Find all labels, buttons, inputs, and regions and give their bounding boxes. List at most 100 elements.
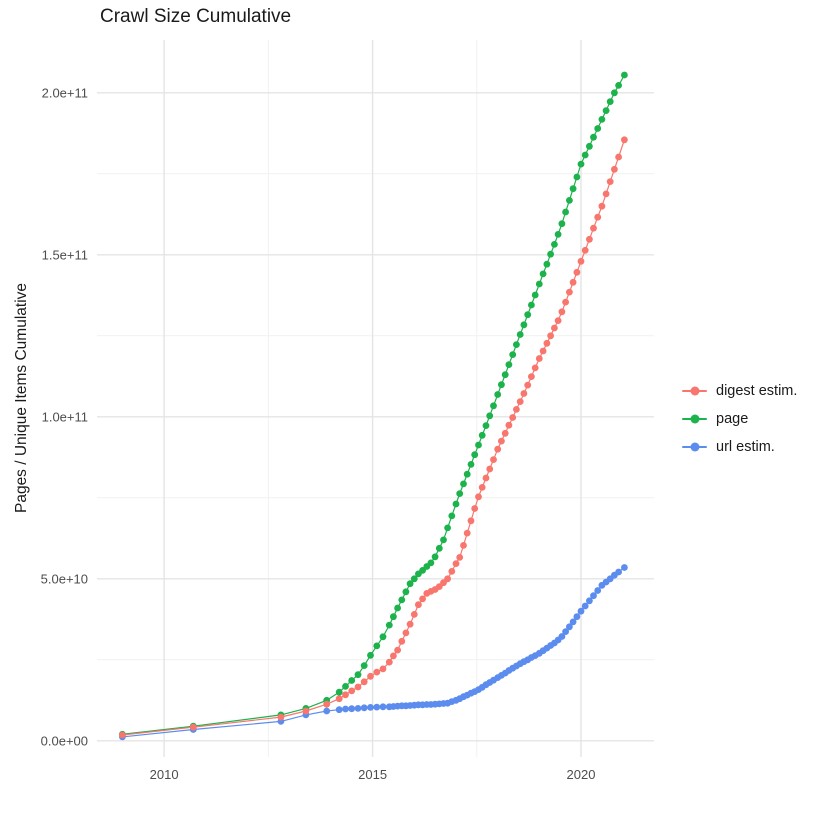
data-point bbox=[354, 683, 362, 691]
data-point bbox=[621, 564, 628, 571]
data-point bbox=[431, 553, 439, 561]
data-point bbox=[590, 224, 597, 232]
data-point bbox=[475, 493, 482, 501]
data-point bbox=[373, 668, 381, 676]
legend-label: url estim. bbox=[716, 439, 775, 455]
data-point bbox=[498, 381, 505, 389]
data-point bbox=[569, 618, 577, 626]
data-point bbox=[390, 652, 397, 660]
data-point bbox=[406, 620, 414, 628]
data-point bbox=[590, 592, 597, 600]
data-point bbox=[348, 705, 356, 713]
data-point bbox=[373, 642, 381, 650]
data-point bbox=[342, 705, 349, 713]
data-point bbox=[621, 136, 628, 144]
data-point bbox=[435, 544, 443, 552]
data-point bbox=[410, 611, 418, 618]
y-axis-tick-label: 0.0e+00 bbox=[41, 733, 88, 748]
data-point bbox=[467, 461, 475, 468]
data-point bbox=[505, 361, 513, 368]
data-point bbox=[394, 646, 401, 654]
data-point bbox=[471, 505, 479, 512]
data-point bbox=[379, 665, 387, 673]
data-point bbox=[558, 220, 566, 228]
data-point bbox=[602, 107, 610, 114]
data-point bbox=[335, 706, 343, 714]
data-point bbox=[611, 165, 618, 173]
data-point bbox=[398, 596, 406, 604]
data-point bbox=[615, 82, 622, 89]
point-marker-icon bbox=[690, 442, 699, 452]
data-point bbox=[615, 568, 622, 576]
data-point bbox=[573, 268, 581, 276]
data-point bbox=[467, 517, 475, 525]
legend-label: page bbox=[716, 411, 749, 427]
data-point bbox=[302, 707, 310, 715]
y-axis-tick-label: 2.0e+11 bbox=[42, 85, 88, 100]
data-point bbox=[460, 480, 467, 488]
data-point bbox=[456, 554, 464, 561]
legend-item-page: page bbox=[682, 405, 797, 433]
data-point bbox=[535, 355, 543, 362]
data-point bbox=[394, 604, 401, 612]
data-point bbox=[427, 559, 435, 567]
legend-key bbox=[682, 439, 707, 455]
data-point bbox=[594, 213, 602, 221]
data-point bbox=[611, 89, 618, 97]
data-point bbox=[543, 260, 551, 268]
data-point bbox=[524, 381, 532, 389]
y-axis-tick-label: 1.0e+11 bbox=[42, 409, 88, 424]
data-point bbox=[348, 677, 356, 684]
point-marker-icon bbox=[690, 386, 699, 396]
data-point bbox=[566, 197, 573, 204]
data-point bbox=[590, 133, 597, 141]
data-point bbox=[471, 451, 479, 459]
data-point bbox=[577, 257, 585, 265]
data-point bbox=[410, 575, 418, 583]
data-point bbox=[463, 470, 471, 478]
data-point bbox=[402, 588, 410, 596]
legend-item-digest: digest estim. bbox=[682, 377, 797, 405]
data-point bbox=[566, 288, 573, 296]
data-point bbox=[367, 704, 374, 711]
data-point bbox=[528, 373, 535, 380]
data-point bbox=[379, 703, 387, 711]
data-point bbox=[577, 607, 585, 615]
data-point bbox=[390, 613, 397, 621]
data-point bbox=[478, 484, 486, 491]
data-point bbox=[598, 202, 606, 210]
data-point bbox=[531, 291, 539, 299]
data-point bbox=[354, 705, 362, 712]
data-point bbox=[562, 628, 569, 635]
data-point bbox=[277, 713, 285, 721]
legend: digest estim. page url estim. bbox=[682, 377, 797, 461]
data-point bbox=[452, 560, 460, 567]
data-point bbox=[520, 390, 528, 397]
x-axis-tick-label: 2015 bbox=[358, 767, 387, 782]
data-point bbox=[509, 351, 517, 358]
data-point bbox=[373, 703, 381, 711]
data-point bbox=[460, 542, 467, 549]
data-point bbox=[569, 185, 577, 193]
data-point bbox=[586, 597, 593, 605]
data-point bbox=[452, 500, 460, 508]
data-point bbox=[335, 695, 343, 703]
data-point bbox=[606, 98, 614, 105]
data-point bbox=[586, 142, 593, 150]
data-point bbox=[189, 723, 197, 731]
data-point bbox=[486, 465, 494, 473]
series-line-url-estim- bbox=[122, 567, 625, 738]
data-point bbox=[486, 412, 494, 420]
data-point bbox=[494, 391, 502, 398]
data-point bbox=[444, 524, 451, 532]
data-point bbox=[342, 691, 349, 699]
data-point bbox=[551, 324, 558, 332]
data-point bbox=[478, 431, 486, 439]
data-point bbox=[539, 347, 547, 355]
data-point bbox=[516, 398, 524, 405]
data-point bbox=[398, 637, 406, 645]
data-point bbox=[554, 231, 562, 238]
legend-key bbox=[682, 411, 707, 427]
data-point bbox=[562, 208, 569, 216]
data-point bbox=[577, 160, 585, 168]
